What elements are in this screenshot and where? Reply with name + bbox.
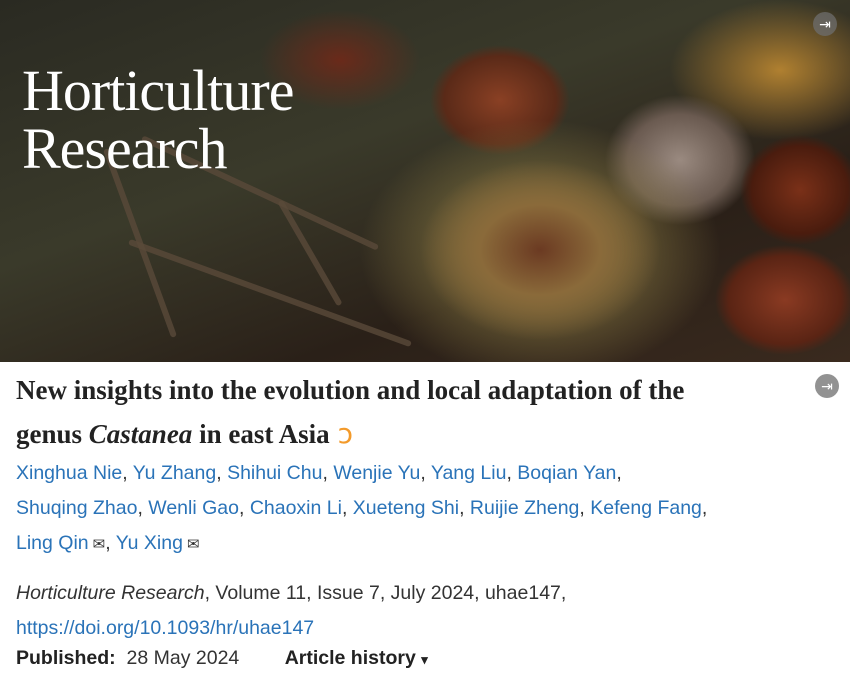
article-history-label: Article history (284, 647, 416, 669)
published-label: Published: (16, 647, 116, 669)
email-icon[interactable]: ✉ (92, 536, 106, 553)
exit-icon[interactable]: ⇥ (815, 374, 839, 398)
published-date: 28 May 2024 (126, 647, 240, 669)
caret-down-icon: ▾ (421, 652, 428, 667)
citation: Horticulture Research, Volume 11, Issue … (16, 576, 566, 646)
author-link[interactable]: Xueteng Shi (352, 497, 460, 519)
brand-line-2: Research (22, 116, 228, 181)
author-list: Xinghua Nie, Yu Zhang, Shihui Chu, Wenji… (16, 462, 708, 554)
brand-line-1: Horticulture (22, 58, 294, 123)
title-line-1: New insights into the evolution and loca… (16, 375, 685, 405)
author-link[interactable]: Boqian Yan (517, 462, 617, 484)
author-link[interactable]: Chaoxin Li (249, 497, 342, 519)
author-link[interactable]: Shuqing Zhao (16, 497, 138, 519)
journal-banner: Horticulture Research ⇥ (0, 0, 850, 362)
title-text: in east Asia (192, 419, 330, 449)
title-italic: Castanea (88, 419, 193, 449)
title-text: genus (16, 419, 89, 449)
email-icon[interactable]: ✉ (186, 536, 200, 553)
article-title: New insights into the evolution and loca… (16, 368, 831, 456)
journal-name: Horticulture Research (16, 582, 205, 604)
author-link[interactable]: Wenjie Yu (333, 462, 421, 484)
exit-fullscreen-icon[interactable]: ⇥ (813, 12, 837, 36)
journal-logo: Horticulture Research (22, 58, 294, 181)
open-access-icon: ↄ (337, 417, 353, 450)
publication-info: Published: 28 May 2024 Article history ▾ (16, 644, 428, 674)
article-history-toggle[interactable]: Article history ▾ (285, 647, 428, 669)
author-link[interactable]: Wenli Gao (148, 497, 239, 519)
author-link[interactable]: Kefeng Fang (590, 497, 702, 519)
author-link[interactable]: Ling Qin (16, 532, 89, 554)
author-link[interactable]: Yang Liu (430, 462, 507, 484)
author-link[interactable]: Ruijie Zheng (469, 497, 580, 519)
doi-link[interactable]: https://doi.org/10.1093/hr/uhae147 (16, 617, 315, 639)
citation-details: , Volume 11, Issue 7, July 2024, uhae147… (204, 582, 567, 604)
author-link[interactable]: Xinghua Nie (16, 462, 123, 484)
author-link[interactable]: Shihui Chu (227, 462, 323, 484)
author-link[interactable]: Yu Zhang (132, 462, 217, 484)
author-link[interactable]: Yu Xing (115, 532, 183, 554)
